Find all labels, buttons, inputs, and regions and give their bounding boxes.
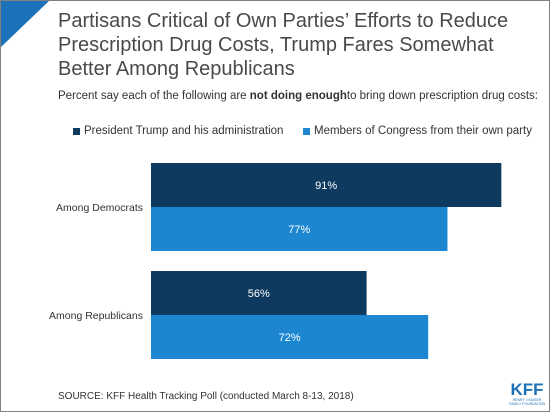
- bar-among-republicans-series-1: [151, 315, 429, 359]
- accent-triangle-shape: [1, 1, 49, 47]
- data-label-among-democrats-series-0: 91%: [315, 180, 337, 192]
- chart-title: Partisans Critical of Own Parties’ Effor…: [58, 10, 509, 80]
- data-label-among-democrats-series-1: 77%: [288, 224, 310, 236]
- logo-line-1: HENRY J KAISER: [512, 398, 542, 402]
- legend-swatch-congress: [303, 127, 310, 135]
- subtitle-text-bold: not doing enough: [249, 90, 347, 102]
- bar-among-democrats-series-0: [151, 163, 502, 207]
- logo-wordmark: KFF: [510, 380, 544, 399]
- bar-among-republicans-series-0: [151, 271, 367, 315]
- subtitle-text-before: Percent say each of the following are: [58, 90, 250, 102]
- corner-accent-triangle: [1, 1, 49, 47]
- kff-logo: KFF HENRY J KAISER FAMILY FOUNDATION: [505, 381, 549, 406]
- chart-subtitle: Percent say each of the following are no…: [58, 90, 538, 102]
- category-label-among-republicans: Among Republicans: [49, 310, 143, 322]
- legend-item-congress: Members of Congress from their own party: [303, 125, 532, 137]
- data-label-among-republicans-series-1: 72%: [279, 332, 301, 344]
- data-label-among-republicans-series-0: 56%: [248, 288, 270, 300]
- source-note: SOURCE: KFF Health Tracking Poll (conduc…: [58, 391, 354, 402]
- legend-item-trump: President Trump and his administration: [73, 125, 283, 137]
- logo-line-2: FAMILY FOUNDATION: [509, 402, 545, 406]
- subtitle-text-after: to bring down prescription drug costs:: [346, 90, 539, 102]
- legend-label-trump: President Trump and his administration: [84, 125, 284, 137]
- bar-among-democrats-series-1: [151, 207, 448, 251]
- category-label-among-democrats: Among Democrats: [56, 202, 143, 214]
- legend-label-congress: Members of Congress from their own party: [314, 125, 532, 137]
- legend-swatch-trump: [73, 127, 80, 135]
